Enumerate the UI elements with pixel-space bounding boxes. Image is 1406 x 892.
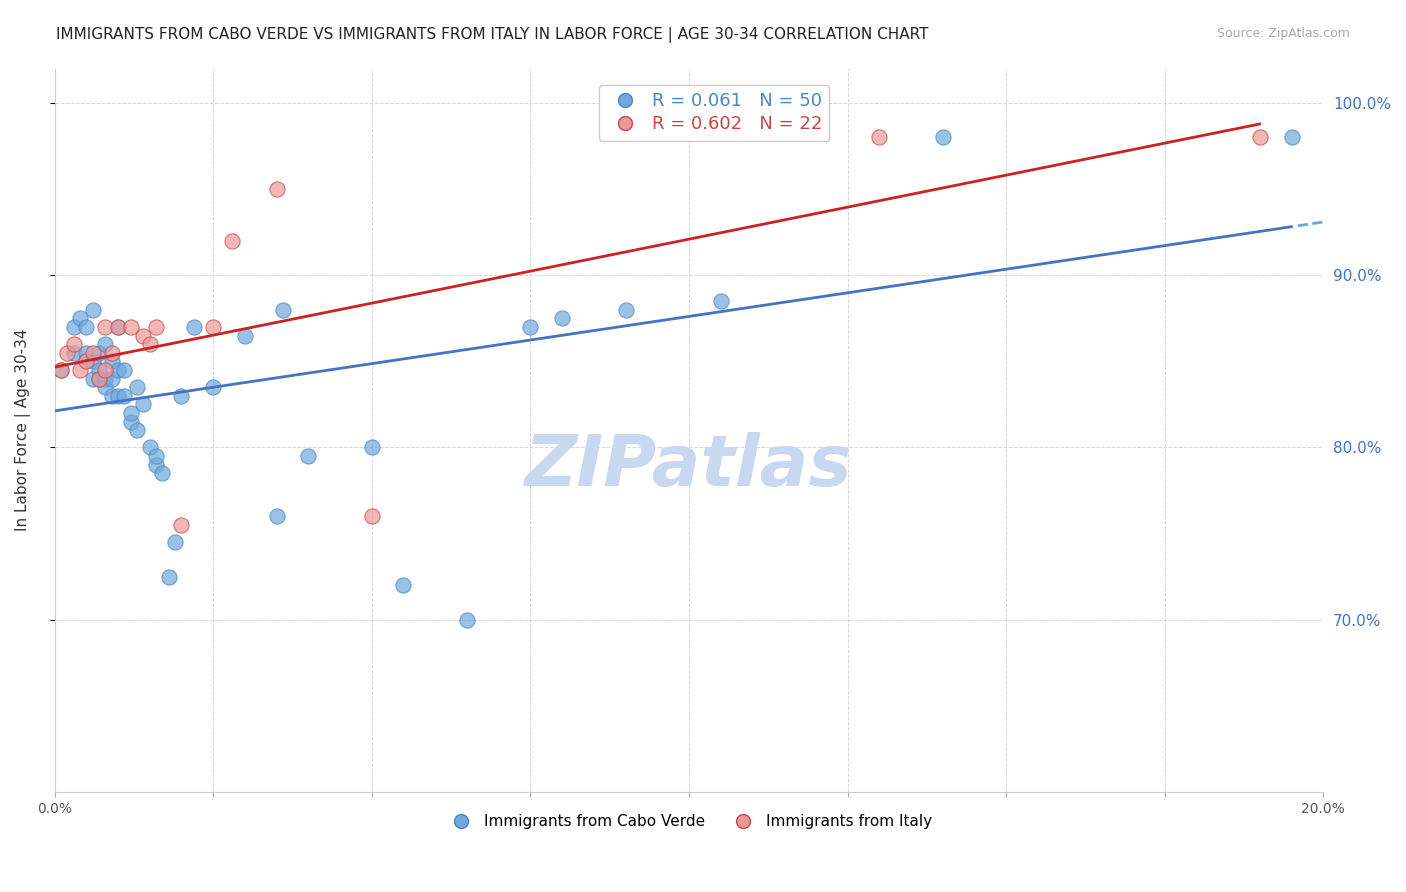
Point <box>82 371 104 385</box>
Point <box>107 363 129 377</box>
Point <box>132 397 155 411</box>
Point <box>69 363 91 377</box>
Point <box>82 354 104 368</box>
Legend: Immigrants from Cabo Verde, Immigrants from Italy: Immigrants from Cabo Verde, Immigrants f… <box>440 808 938 835</box>
Point <box>94 363 117 377</box>
Point <box>112 389 135 403</box>
Point <box>266 182 288 196</box>
Point <box>87 371 110 385</box>
Point <box>100 354 122 368</box>
Point <box>107 319 129 334</box>
Point <box>62 345 84 359</box>
Point <box>145 449 167 463</box>
Text: Source: ZipAtlas.com: Source: ZipAtlas.com <box>1216 27 1350 40</box>
Point <box>62 319 84 334</box>
Point <box>152 467 174 481</box>
Point <box>614 302 637 317</box>
Point <box>456 613 478 627</box>
Point <box>120 319 142 334</box>
Point <box>297 449 319 463</box>
Point <box>49 363 72 377</box>
Y-axis label: In Labor Force | Age 30-34: In Labor Force | Age 30-34 <box>15 329 31 532</box>
Point <box>145 319 167 334</box>
Point <box>202 380 225 394</box>
Point <box>107 319 129 334</box>
Point <box>100 345 122 359</box>
Point <box>87 371 110 385</box>
Point <box>56 345 79 359</box>
Point <box>75 319 97 334</box>
Point <box>75 354 97 368</box>
Point <box>107 389 129 403</box>
Point <box>139 441 162 455</box>
Point <box>87 345 110 359</box>
Point <box>94 380 117 394</box>
Point <box>145 458 167 472</box>
Point <box>221 234 243 248</box>
Point <box>82 345 104 359</box>
Point <box>100 371 122 385</box>
Point <box>120 406 142 420</box>
Point <box>100 389 122 403</box>
Point <box>1281 130 1303 145</box>
Point <box>170 518 193 533</box>
Point <box>94 337 117 351</box>
Point <box>360 509 382 524</box>
Point <box>392 578 415 592</box>
Point <box>551 311 574 326</box>
Point <box>931 130 953 145</box>
Point <box>1249 130 1271 145</box>
Point <box>49 363 72 377</box>
Point <box>125 380 148 394</box>
Point <box>183 319 205 334</box>
Text: ZIPatlas: ZIPatlas <box>526 432 852 501</box>
Text: IMMIGRANTS FROM CABO VERDE VS IMMIGRANTS FROM ITALY IN LABOR FORCE | AGE 30-34 C: IMMIGRANTS FROM CABO VERDE VS IMMIGRANTS… <box>56 27 929 43</box>
Point <box>165 535 187 549</box>
Point <box>519 319 541 334</box>
Point <box>710 294 733 309</box>
Point <box>87 363 110 377</box>
Point <box>360 441 382 455</box>
Point <box>170 389 193 403</box>
Point <box>157 569 180 583</box>
Point <box>69 311 91 326</box>
Point <box>271 302 294 317</box>
Point <box>233 328 256 343</box>
Point <box>266 509 288 524</box>
Point <box>125 423 148 437</box>
Point <box>82 302 104 317</box>
Point <box>132 328 155 343</box>
Point <box>112 363 135 377</box>
Point <box>62 337 84 351</box>
Point <box>139 337 162 351</box>
Point <box>120 415 142 429</box>
Point <box>202 319 225 334</box>
Point <box>94 319 117 334</box>
Point <box>75 345 97 359</box>
Point <box>94 371 117 385</box>
Point <box>868 130 890 145</box>
